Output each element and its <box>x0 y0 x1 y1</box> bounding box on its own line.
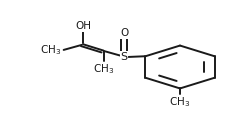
Text: CH$_3$: CH$_3$ <box>170 95 190 109</box>
Text: O: O <box>120 29 128 38</box>
Text: OH: OH <box>75 21 91 31</box>
Text: CH$_3$: CH$_3$ <box>40 44 61 57</box>
Text: S: S <box>120 52 128 62</box>
Text: CH$_3$: CH$_3$ <box>93 63 114 76</box>
